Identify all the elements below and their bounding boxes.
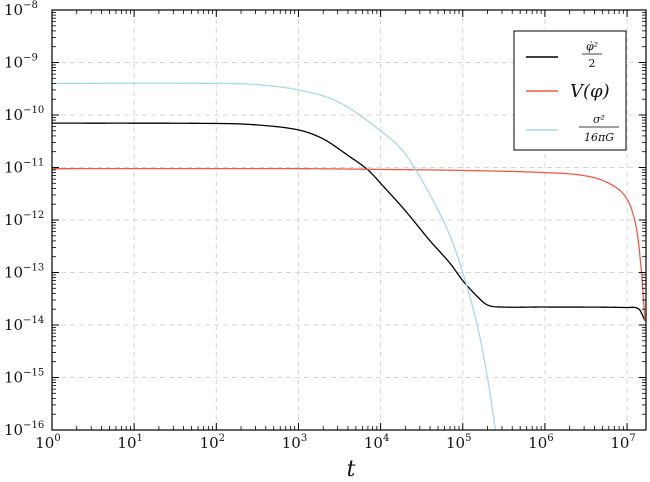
svg-text:σ²: σ² bbox=[593, 113, 605, 126]
svg-text:φ̇²: φ̇² bbox=[586, 40, 598, 53]
x-tick-label: 107 bbox=[610, 433, 635, 452]
y-tick-label: 10−9 bbox=[4, 53, 38, 72]
y-tick-label: 10−8 bbox=[4, 0, 38, 19]
legend: φ̇² 2 V(φ) σ² 16πG bbox=[513, 30, 627, 151]
y-tick-label: 10−10 bbox=[4, 105, 44, 124]
y-tick-label: 10−11 bbox=[4, 158, 44, 177]
y-tick-label: 10−12 bbox=[4, 210, 44, 229]
series-line-potential bbox=[52, 167, 646, 321]
x-tick-label: 106 bbox=[528, 433, 553, 452]
svg-text:2: 2 bbox=[589, 57, 596, 70]
series-line-kinetic bbox=[51, 122, 646, 322]
y-tick-label: 10−15 bbox=[4, 368, 44, 387]
y-tick-label: 10−13 bbox=[4, 263, 44, 282]
y-tick-label: 10−14 bbox=[4, 315, 44, 334]
series-layer bbox=[51, 82, 646, 431]
tick-labels: 100 101 102 103 104 105 106 107 10−8 10−9 10−10 10−… bbox=[4, 0, 636, 452]
legend-label-shear: σ² 16πG bbox=[579, 113, 619, 144]
x-tick-label: 105 bbox=[446, 433, 471, 452]
x-tick-label: 100 bbox=[35, 433, 60, 452]
axis-ticks bbox=[51, 9, 646, 431]
legend-label-potential: V(φ) bbox=[570, 81, 610, 102]
x-tick-label: 101 bbox=[117, 433, 142, 452]
legend-label-kinetic: φ̇² 2 bbox=[582, 40, 602, 70]
x-axis-label: t bbox=[347, 457, 356, 482]
y-tick-label: 10−16 bbox=[4, 420, 44, 439]
series-line-shear bbox=[52, 82, 497, 431]
x-tick-label: 102 bbox=[200, 433, 225, 452]
x-tick-label: 104 bbox=[364, 433, 389, 452]
x-tick-label: 103 bbox=[282, 433, 307, 452]
svg-text:16πG: 16πG bbox=[584, 131, 614, 144]
